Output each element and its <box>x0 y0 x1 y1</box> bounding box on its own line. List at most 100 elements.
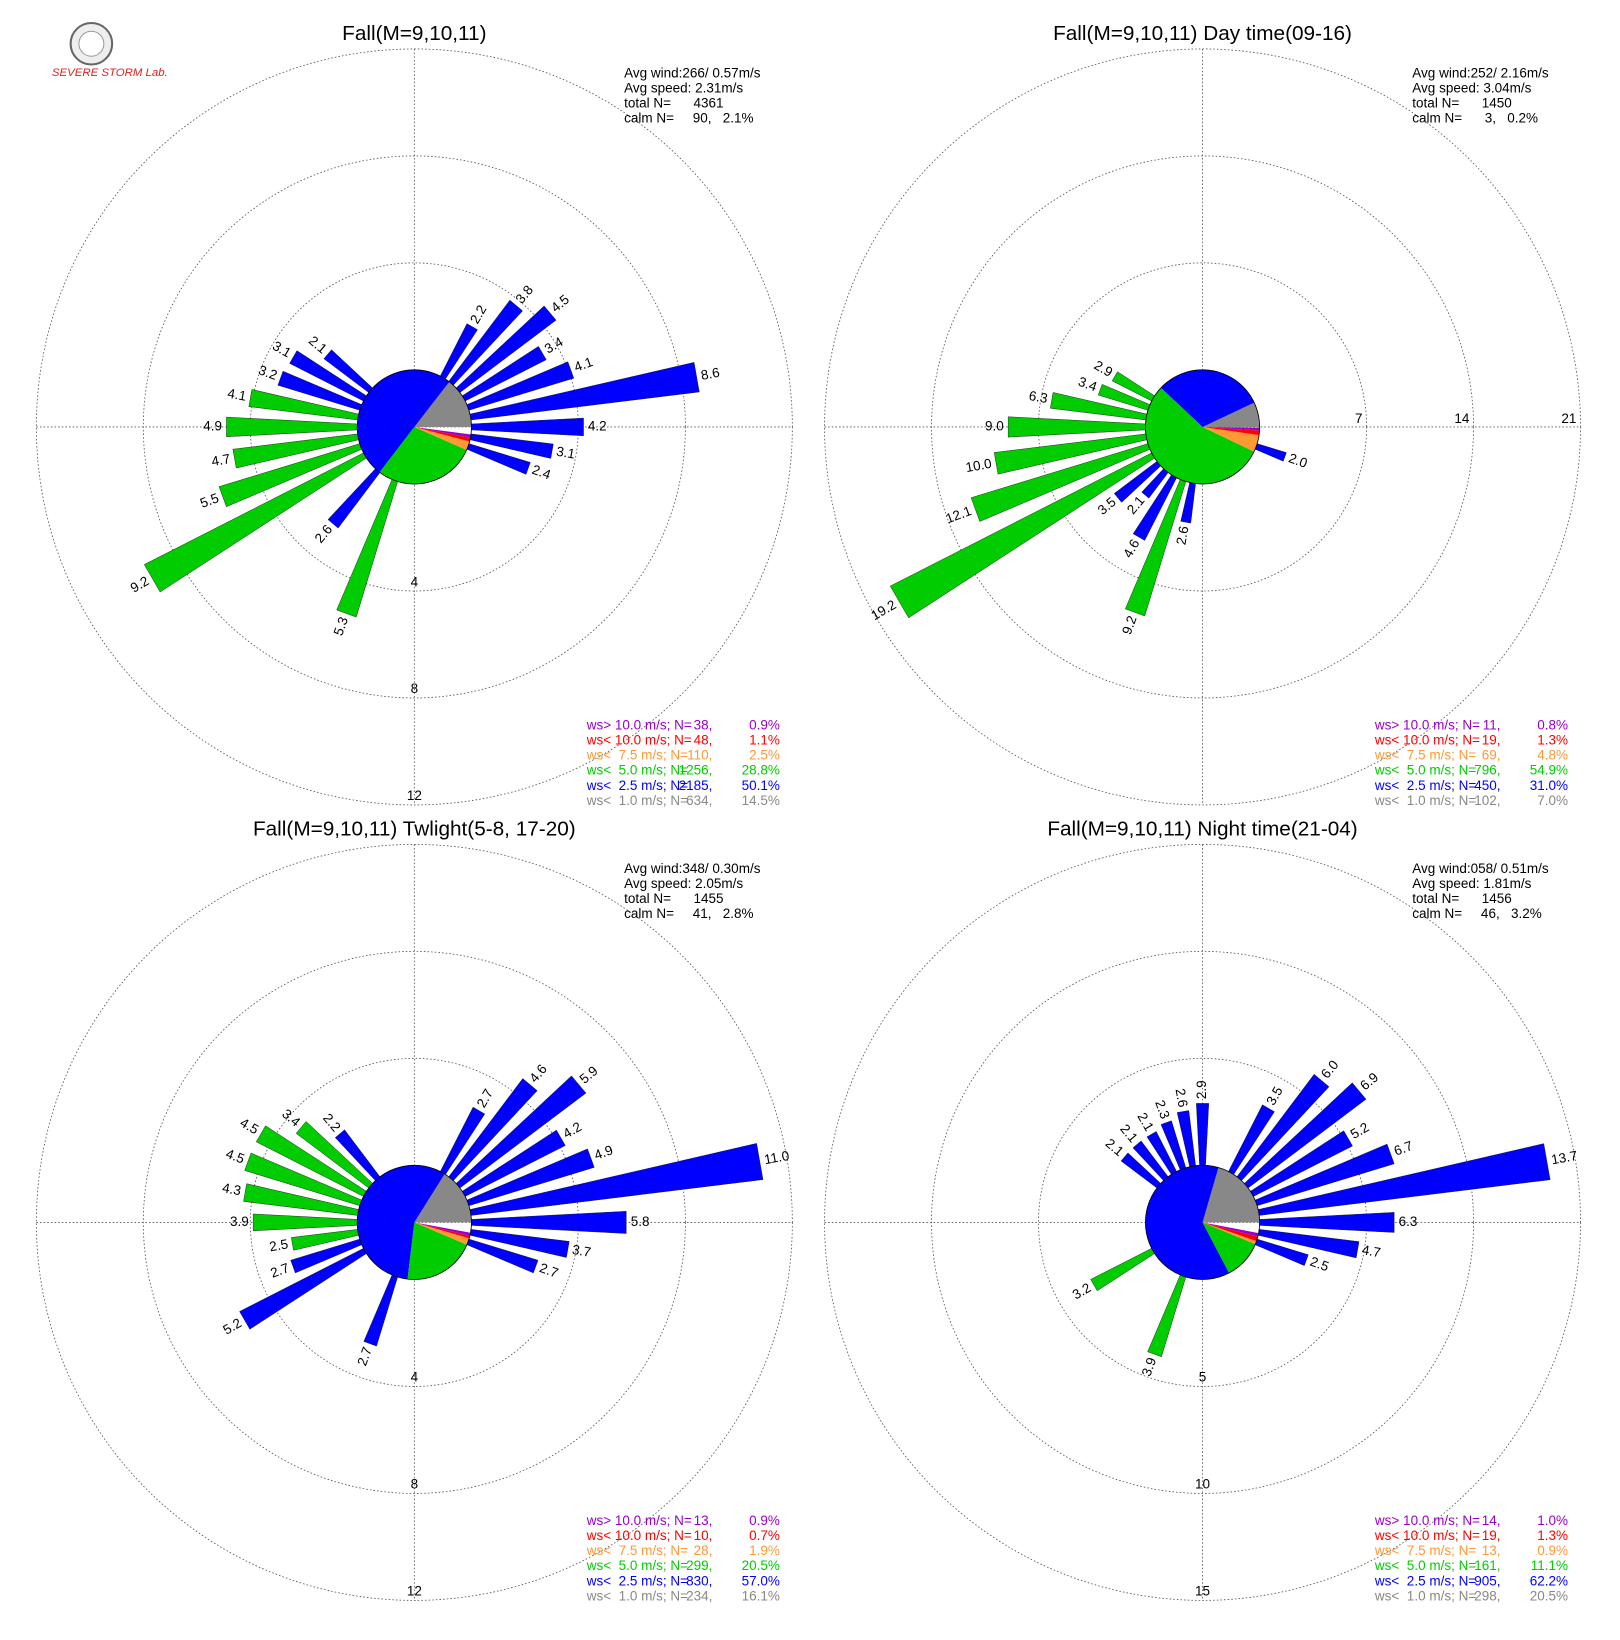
pie-outline <box>1145 369 1261 485</box>
pie-slice <box>1202 1222 1257 1245</box>
bar-label: 9.2 <box>1119 614 1140 637</box>
stat-line: Avg wind:058/ 0.51m/s <box>1412 861 1549 876</box>
bar-label: 4.5 <box>224 1146 247 1167</box>
bar-label: 4.7 <box>1361 1242 1382 1260</box>
wind-bar <box>1050 392 1148 421</box>
wind-bar <box>1196 1103 1209 1166</box>
pie-slice <box>357 1165 445 1280</box>
legend-name: ws< 7.5 m/s; N= <box>1374 1543 1476 1558</box>
legend-percent: 50.1% <box>742 778 780 793</box>
bar-label: 4.5 <box>548 292 572 316</box>
pie-slice <box>1202 426 1260 431</box>
ring-label: 10 <box>1195 1477 1210 1492</box>
ring-label: 4 <box>411 1370 419 1385</box>
bar-label: 4.1 <box>572 354 595 375</box>
legend-count: 2185, <box>679 778 713 793</box>
bar-label: 6.3 <box>1028 388 1049 406</box>
bar-label: 6.3 <box>1399 1214 1418 1229</box>
bar-label: 2.5 <box>1308 1254 1331 1275</box>
wind-rose-panel: 4 8 12 11.0 5.8 3.7 2.7 4.9 4.2 5.9 4.6 2.7 2.2 3.4 4.… <box>35 817 793 1603</box>
legend-name: ws< 2.5 m/s; N= <box>1374 778 1476 793</box>
pie-slice <box>1202 1222 1258 1242</box>
ring-label: 8 <box>411 1477 419 1492</box>
legend-percent: 0.9% <box>749 1513 780 1528</box>
legend-name: ws< 7.5 m/s; N= <box>1374 748 1476 763</box>
wind-rose-panel: 5101513.76.34.72.56.75.26.96.03.52.92.62… <box>824 817 1581 1603</box>
stat-line: total N= 1455 <box>624 891 723 906</box>
pie-slice <box>1202 1167 1260 1223</box>
legend-name: ws< 10.0 m/s; N= <box>1374 1528 1480 1543</box>
ring <box>35 48 793 806</box>
legend-percent: 62.2% <box>1530 1573 1568 1588</box>
legend-name: ws< 10.0 m/s; N= <box>586 1528 692 1543</box>
legend-name: ws> 10.0 m/s; N= <box>586 1513 692 1528</box>
panel-title: Fall(M=9,10,11) Twlight(5-8, 17-20) <box>253 817 576 840</box>
legend-name: ws> 10.0 m/s; N= <box>1374 1513 1480 1528</box>
bar-label: 3.7 <box>571 1242 592 1260</box>
pie-slice <box>1202 426 1260 452</box>
bar-label: 3.1 <box>555 444 576 462</box>
stat-line: Avg speed: 3.04m/s <box>1412 80 1531 95</box>
pie-slice <box>414 1222 471 1236</box>
bar-label: 2.9 <box>1092 357 1116 379</box>
bar-label: 3.4 <box>279 1106 303 1130</box>
ring-label: 5 <box>1199 1370 1207 1385</box>
pie-slice <box>379 426 467 485</box>
panel-title: Fall(M=9,10,11) Day time(09-16) <box>1053 22 1352 45</box>
legend-name: ws< 2.5 m/s; N= <box>586 778 688 793</box>
stat-line: calm N= 3, 0.2% <box>1412 111 1538 126</box>
bar-label: 5.9 <box>577 1063 601 1087</box>
legend-name: ws< 2.5 m/s; N= <box>586 1573 688 1588</box>
legend-count: 69, <box>1482 748 1501 763</box>
ring <box>35 843 793 1601</box>
bar-label: 13.7 <box>1550 1148 1578 1167</box>
stat-line: calm N= 41, 2.8% <box>624 906 753 921</box>
ring-label: 8 <box>411 681 419 696</box>
bar-label: 4.9 <box>203 419 222 434</box>
bar-label: 5.2 <box>1348 1119 1372 1141</box>
legend-count: 28, <box>694 1543 713 1558</box>
legend-count: 48, <box>694 733 713 748</box>
ring <box>142 155 686 699</box>
legend-percent: 20.5% <box>742 1558 780 1573</box>
legend-percent: 7.0% <box>1537 793 1568 808</box>
pie-slice <box>414 426 471 442</box>
ring-label: 7 <box>1355 411 1363 426</box>
pie-outline <box>356 369 472 485</box>
bar-label: 4.6 <box>526 1061 550 1085</box>
pie-slice <box>414 1173 472 1223</box>
bar-label: 3.9 <box>230 1214 249 1229</box>
pie-slice <box>1202 1222 1259 1237</box>
ring-label: 21 <box>1561 411 1576 426</box>
stat-line: Avg wind:348/ 0.30m/s <box>624 861 761 876</box>
legend-count: 13, <box>694 1513 713 1528</box>
wind-bar <box>1257 1229 1360 1259</box>
pie-slice <box>1145 1165 1230 1280</box>
ring <box>931 950 1474 1494</box>
pie-slice <box>414 381 472 427</box>
stat-line: total N= 4361 <box>624 96 723 111</box>
legend-count: 830, <box>686 1573 712 1588</box>
stat-line: total N= 1450 <box>1412 96 1511 111</box>
legend-count: 10, <box>694 1528 713 1543</box>
bar-label: 2.2 <box>320 1111 344 1135</box>
ring-label: 4 <box>411 574 419 589</box>
legend-count: 634, <box>686 793 712 808</box>
pie-slice <box>1202 402 1260 427</box>
bar-label: 5.3 <box>331 615 352 638</box>
legend-name: ws< 1.0 m/s; N= <box>586 1588 688 1603</box>
legend-name: ws> 10.0 m/s; N= <box>586 718 692 733</box>
wind-bar <box>1254 443 1287 462</box>
bar-label: 4.9 <box>592 1142 615 1163</box>
panel-title: Fall(M=9,10,11) Night time(21-04) <box>1047 817 1357 840</box>
bar-label: 6.9 <box>1357 1070 1381 1094</box>
bar-label: 4.7 <box>210 451 231 469</box>
ring-label: 12 <box>407 788 422 803</box>
legend-name: ws< 10.0 m/s; N= <box>1374 733 1480 748</box>
bar-label: 3.2 <box>256 362 279 383</box>
bar-label: 2.6 <box>1173 525 1191 546</box>
pie-slice <box>357 369 450 473</box>
legend-count: 11, <box>1483 718 1501 733</box>
legend-percent: 31.0% <box>1530 778 1568 793</box>
bar-label: 2.6 <box>1173 1087 1191 1108</box>
